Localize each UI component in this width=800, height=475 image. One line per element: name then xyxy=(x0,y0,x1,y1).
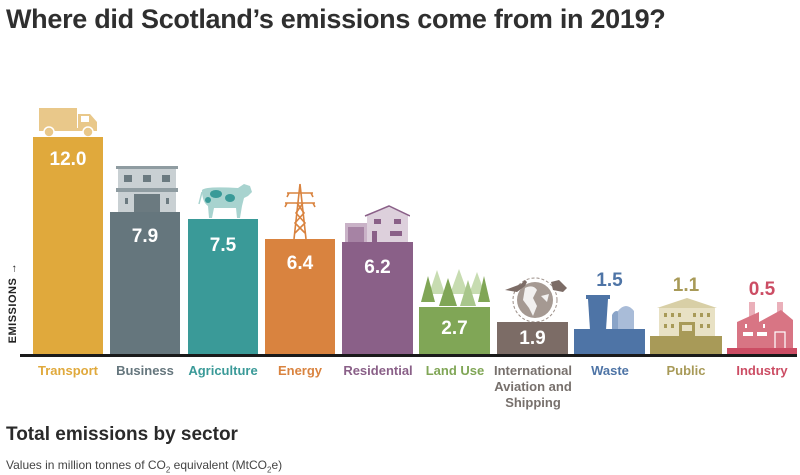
value-label: 7.5 xyxy=(209,235,237,256)
value-label: 6.4 xyxy=(286,253,314,274)
chart-title: Where did Scotland’s emissions come from… xyxy=(6,4,666,34)
factory-icon xyxy=(737,302,793,349)
bin-icon xyxy=(586,295,634,330)
category-label-public: Public xyxy=(666,363,706,378)
units-note: Values in million tonnes of CO2 equivale… xyxy=(6,458,283,475)
category-label-energy: Energy xyxy=(277,363,323,378)
bar-public xyxy=(650,336,722,355)
value-label: 2.7 xyxy=(441,318,468,339)
trees-icon xyxy=(421,269,490,306)
category-label-land-use: Land Use xyxy=(425,363,485,378)
footer-title: Total emissions by sector xyxy=(6,424,238,445)
category-label-agriculture: Agriculture xyxy=(188,363,258,378)
bar-business: 7.9 xyxy=(110,212,180,355)
category-label-transport: Transport xyxy=(38,363,98,378)
house-icon xyxy=(345,205,410,243)
bar-waste xyxy=(574,329,645,355)
category-label-business: Business xyxy=(116,363,174,378)
bar-land-use: 2.7 xyxy=(419,307,490,355)
value-label: 7.9 xyxy=(131,226,159,247)
value-label-industry: 0.5 xyxy=(748,279,776,300)
value-label: 6.2 xyxy=(364,257,391,278)
category-label-residential: Residential xyxy=(343,363,413,378)
y-axis-label: EMISSIONS → xyxy=(7,262,19,343)
bar-energy: 6.4 xyxy=(265,239,335,355)
bar-agriculture: 7.5 xyxy=(188,219,258,355)
public-building-icon xyxy=(657,298,717,337)
pylon-icon xyxy=(284,183,316,240)
building-icon xyxy=(116,166,178,213)
cow-icon xyxy=(198,184,252,218)
bar-industry xyxy=(727,348,797,355)
bar-residential: 6.2 xyxy=(342,242,413,355)
globe-plane-ship-icon xyxy=(505,277,567,323)
category-label-international-aviation-shipping: International Aviation and Shipping xyxy=(493,363,572,410)
value-label: 12.0 xyxy=(49,149,87,170)
value-label: 1.9 xyxy=(519,328,546,349)
value-label-public: 1.1 xyxy=(672,275,700,296)
truck-icon xyxy=(39,108,97,138)
value-label-waste: 1.5 xyxy=(596,270,623,291)
x-axis-baseline xyxy=(20,354,797,357)
bar-transport: 12.0 xyxy=(33,137,103,355)
category-label-waste: Waste xyxy=(591,363,629,378)
category-label-industry: Industry xyxy=(736,363,788,378)
bar-international-aviation-shipping: 1.9 xyxy=(497,322,568,355)
